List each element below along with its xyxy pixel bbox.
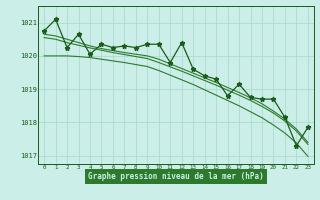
X-axis label: Graphe pression niveau de la mer (hPa): Graphe pression niveau de la mer (hPa) bbox=[88, 172, 264, 181]
